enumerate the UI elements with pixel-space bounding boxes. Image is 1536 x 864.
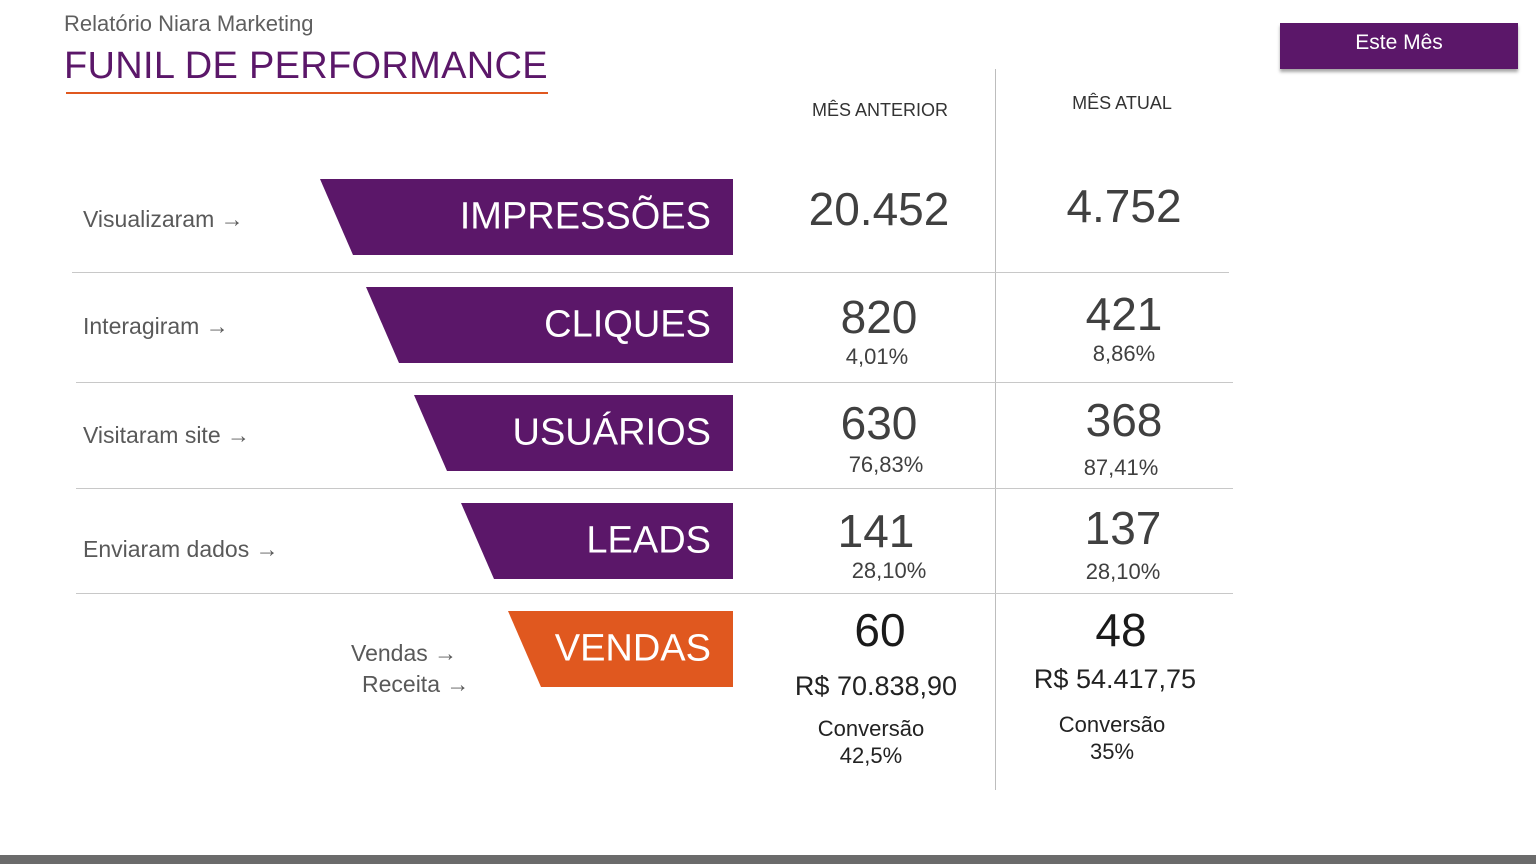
previous-sales-value: 60 xyxy=(854,604,906,656)
funnel-stage-sales: VENDAS xyxy=(508,611,733,687)
funnel-stage-label: IMPRESSÕES xyxy=(459,195,711,238)
previous-clicks-rate: 4,01% xyxy=(845,344,909,369)
current-sales-value: 48 xyxy=(1095,604,1147,656)
funnel-stage-label: CLIQUES xyxy=(544,303,711,346)
report-subtitle: Relatório Niara Marketing xyxy=(64,11,314,36)
current-conversion-label: Conversão xyxy=(1058,712,1166,737)
funnel-stage-users: USUÁRIOS xyxy=(414,395,733,471)
current-clicks-value: 421 xyxy=(1085,288,1163,340)
row-label-revenue: Receita → xyxy=(362,671,470,697)
title-underline xyxy=(66,92,548,94)
funnel-stage-label: VENDAS xyxy=(554,627,711,670)
previous-leads-value: 141 xyxy=(837,505,915,557)
row-label-impressions: Visualizaram → xyxy=(83,206,244,232)
row-divider xyxy=(76,593,1233,594)
page-title: FUNIL DE PERFORMANCE xyxy=(64,45,548,87)
bottom-bar xyxy=(0,855,1536,864)
previous-impressions-value: 20.452 xyxy=(808,183,950,235)
funnel-stage-clicks: CLIQUES xyxy=(366,287,733,363)
row-label-sales: Vendas → xyxy=(351,640,458,666)
row-divider xyxy=(72,272,1229,273)
row-label-leads: Enviaram dados → xyxy=(83,536,279,562)
column-header-current: MÊS ATUAL xyxy=(1072,93,1172,113)
funnel-stage-label: LEADS xyxy=(586,519,711,562)
previous-users-value: 630 xyxy=(840,397,918,449)
previous-users-rate: 76,83% xyxy=(848,452,924,477)
current-users-rate: 87,41% xyxy=(1083,455,1159,480)
period-button[interactable]: Este Mês xyxy=(1280,23,1518,69)
current-clicks-rate: 8,86% xyxy=(1092,341,1156,366)
current-revenue: R$ 54.417,75 xyxy=(1033,664,1197,694)
current-conversion-rate: 35% xyxy=(1089,739,1135,764)
previous-clicks-value: 820 xyxy=(840,291,918,343)
funnel-stage-impressions: IMPRESSÕES xyxy=(320,179,733,255)
row-label-clicks: Interagiram → xyxy=(83,313,229,339)
row-label-users: Visitaram site → xyxy=(83,422,251,448)
previous-leads-rate: 28,10% xyxy=(851,558,927,583)
previous-conversion-label: Conversão xyxy=(817,716,925,741)
column-header-previous: MÊS ANTERIOR xyxy=(811,100,949,120)
current-leads-value: 137 xyxy=(1084,502,1162,554)
previous-conversion-rate: 42,5% xyxy=(839,743,903,768)
column-divider xyxy=(995,69,996,790)
current-leads-rate: 28,10% xyxy=(1085,559,1161,584)
previous-revenue: R$ 70.838,90 xyxy=(794,671,958,701)
row-divider xyxy=(76,488,1233,489)
row-divider xyxy=(76,382,1233,383)
current-users-value: 368 xyxy=(1085,394,1163,446)
funnel-stage-leads: LEADS xyxy=(461,503,733,579)
funnel-stage-label: USUÁRIOS xyxy=(512,411,711,454)
current-impressions-value: 4.752 xyxy=(1066,180,1182,232)
